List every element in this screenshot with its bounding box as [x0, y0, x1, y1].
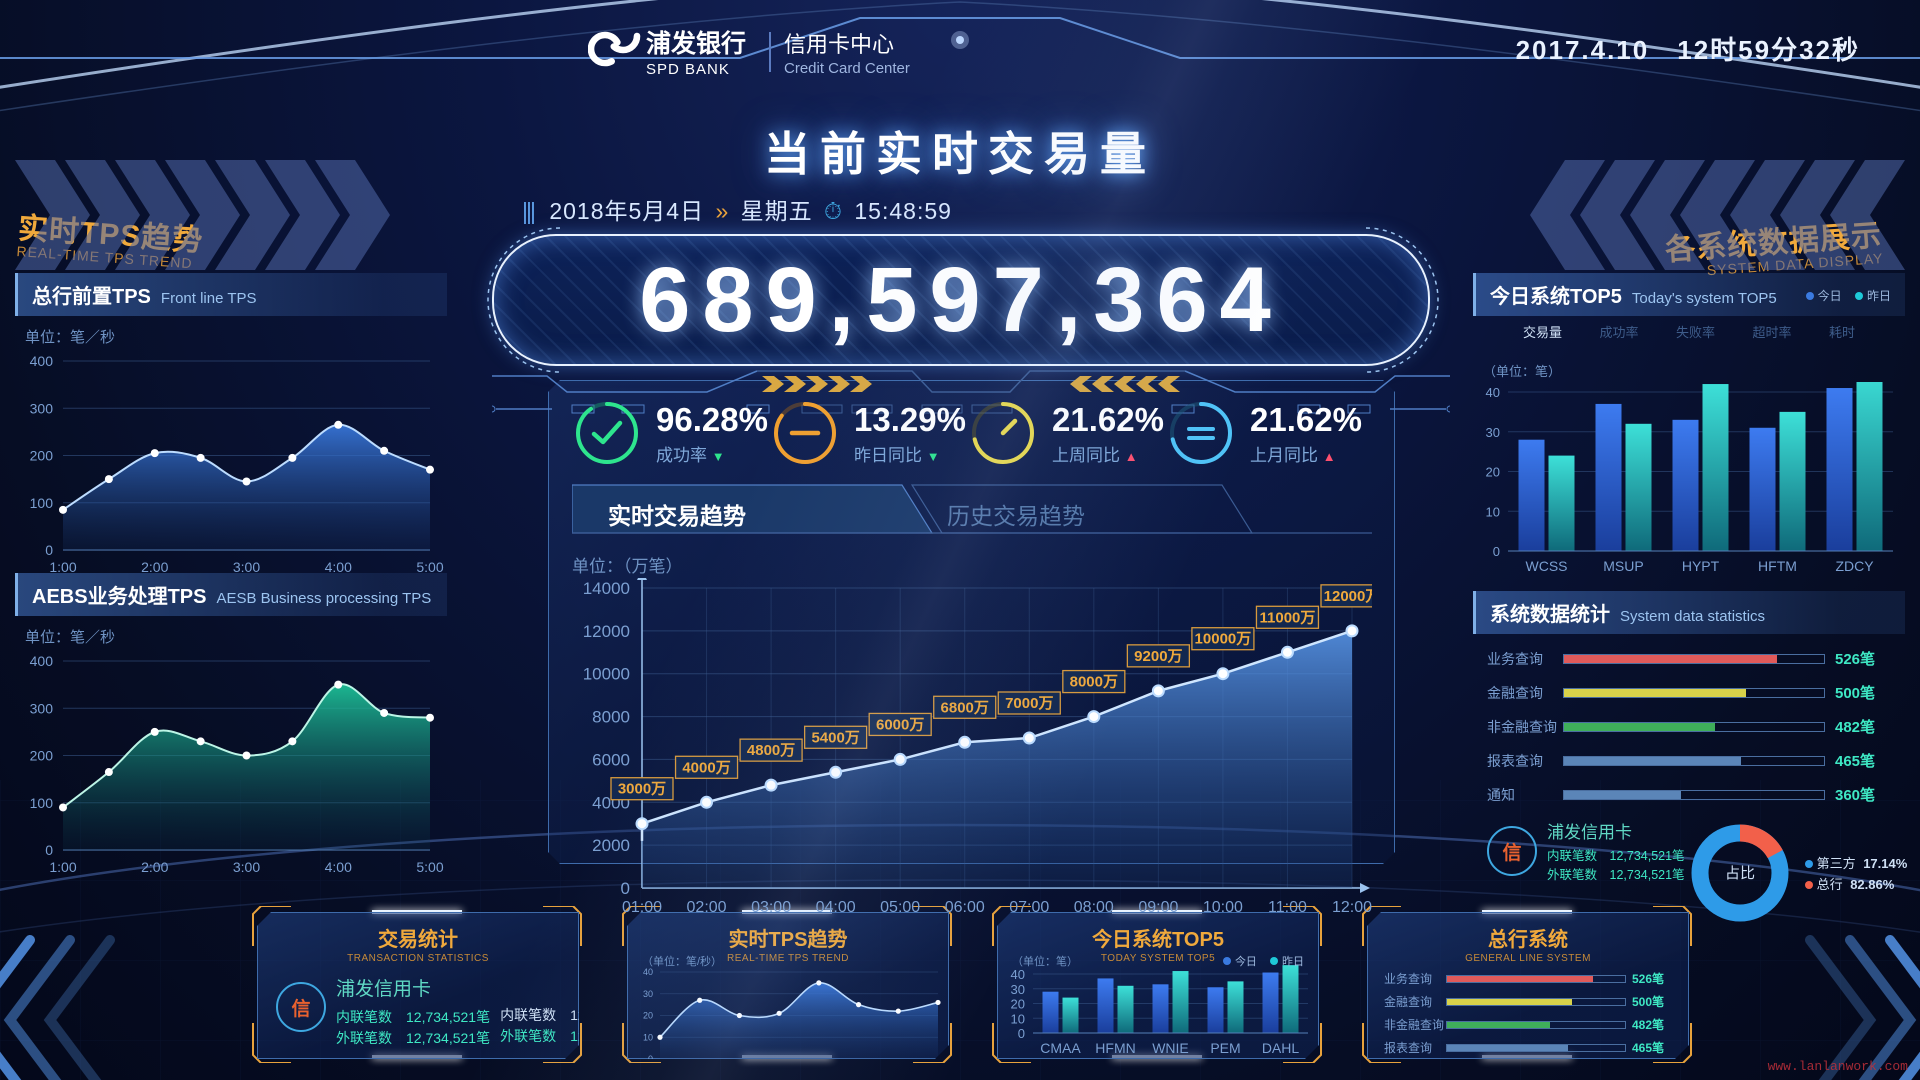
svg-text:10000: 10000 — [583, 665, 630, 684]
svg-text:PEM: PEM — [1210, 1040, 1240, 1056]
svg-text:30: 30 — [643, 989, 653, 999]
svg-text:3:00: 3:00 — [233, 859, 260, 875]
svg-text:12000万: 12000万 — [1324, 588, 1372, 605]
svg-text:13:00: 13:00 — [649, 1064, 672, 1074]
svg-text:0: 0 — [648, 1054, 653, 1064]
svg-text:2:00: 2:00 — [141, 859, 168, 875]
svg-text:ZDCY: ZDCY — [1835, 558, 1874, 574]
svg-text:16:00: 16:00 — [887, 1064, 910, 1074]
svg-text:5400万: 5400万 — [811, 729, 859, 746]
svg-text:0: 0 — [45, 842, 53, 858]
svg-text:08:00: 08:00 — [1074, 899, 1114, 916]
svg-text:20: 20 — [643, 1011, 653, 1021]
svg-text:100: 100 — [30, 795, 54, 811]
svg-text:01:00: 01:00 — [622, 899, 662, 916]
svg-text:3000万: 3000万 — [618, 781, 666, 798]
svg-text:20: 20 — [1486, 465, 1500, 480]
svg-text:10:00: 10:00 — [1203, 899, 1243, 916]
svg-text:14000: 14000 — [583, 579, 630, 598]
svg-text:0: 0 — [45, 542, 53, 558]
svg-text:1:00: 1:00 — [49, 859, 76, 875]
svg-text:300: 300 — [30, 700, 54, 716]
svg-text:2000: 2000 — [592, 836, 630, 855]
svg-text:MSUP: MSUP — [1603, 558, 1643, 574]
svg-text:12:00: 12:00 — [1332, 899, 1372, 916]
svg-text:CMAA: CMAA — [1040, 1040, 1081, 1056]
svg-text:05:00: 05:00 — [880, 899, 920, 916]
svg-text:0: 0 — [1018, 1026, 1025, 1041]
svg-text:4000万: 4000万 — [682, 759, 730, 776]
svg-text:6000: 6000 — [592, 750, 630, 769]
svg-text:400: 400 — [30, 353, 54, 369]
svg-text:8000: 8000 — [592, 708, 630, 727]
svg-text:100: 100 — [30, 495, 54, 511]
svg-text:7000万: 7000万 — [1005, 695, 1053, 712]
svg-text:400: 400 — [30, 653, 54, 669]
svg-text:14:00: 14:00 — [728, 1064, 751, 1074]
svg-text:SPD BANK: SPD BANK — [646, 61, 730, 78]
svg-text:02:00: 02:00 — [687, 899, 727, 916]
svg-text:0: 0 — [1493, 544, 1500, 559]
svg-text:WNIE: WNIE — [1152, 1040, 1189, 1056]
svg-text:0: 0 — [621, 879, 630, 898]
svg-text:Credit Card Center: Credit Card Center — [784, 60, 910, 77]
svg-text:10: 10 — [643, 1032, 653, 1042]
svg-text:9200万: 9200万 — [1134, 648, 1182, 665]
svg-text:4800万: 4800万 — [747, 742, 795, 759]
svg-text:15:00: 15:00 — [808, 1064, 831, 1074]
svg-text:200: 200 — [30, 448, 54, 464]
svg-text:11:00: 11:00 — [1268, 899, 1307, 916]
svg-text:5:00: 5:00 — [416, 859, 443, 875]
svg-text:09:00: 09:00 — [1138, 899, 1178, 916]
svg-text:10000万: 10000万 — [1195, 631, 1252, 648]
svg-text:40: 40 — [1486, 385, 1500, 400]
svg-text:浦发银行: 浦发银行 — [646, 29, 746, 58]
svg-text:07:00: 07:00 — [1009, 899, 1049, 916]
svg-text:HFMN: HFMN — [1095, 1040, 1135, 1056]
svg-text:HFTM: HFTM — [1758, 558, 1797, 574]
svg-text:占比: 占比 — [1725, 865, 1755, 882]
svg-text:03:00: 03:00 — [751, 899, 791, 916]
svg-text:信用卡中心: 信用卡中心 — [784, 32, 894, 57]
svg-text:6000万: 6000万 — [876, 716, 924, 733]
svg-text:11000万: 11000万 — [1260, 609, 1316, 626]
svg-text:40: 40 — [1011, 967, 1025, 982]
svg-text:6800万: 6800万 — [941, 699, 989, 716]
svg-text:HYPT: HYPT — [1682, 558, 1720, 574]
svg-text:20: 20 — [1011, 997, 1025, 1012]
svg-text:30: 30 — [1486, 425, 1500, 440]
svg-text:300: 300 — [30, 400, 54, 416]
svg-text:4:00: 4:00 — [325, 859, 352, 875]
svg-text:10: 10 — [1486, 504, 1500, 519]
svg-text:DAHL: DAHL — [1262, 1040, 1300, 1056]
svg-text:WCSS: WCSS — [1526, 558, 1568, 574]
svg-text:06:00: 06:00 — [945, 899, 985, 916]
svg-text:10: 10 — [1011, 1011, 1025, 1026]
svg-text:30: 30 — [1011, 982, 1025, 997]
svg-text:8000万: 8000万 — [1070, 674, 1118, 691]
svg-text:04:00: 04:00 — [816, 899, 856, 916]
svg-text:200: 200 — [30, 748, 54, 764]
svg-text:12000: 12000 — [583, 622, 630, 641]
